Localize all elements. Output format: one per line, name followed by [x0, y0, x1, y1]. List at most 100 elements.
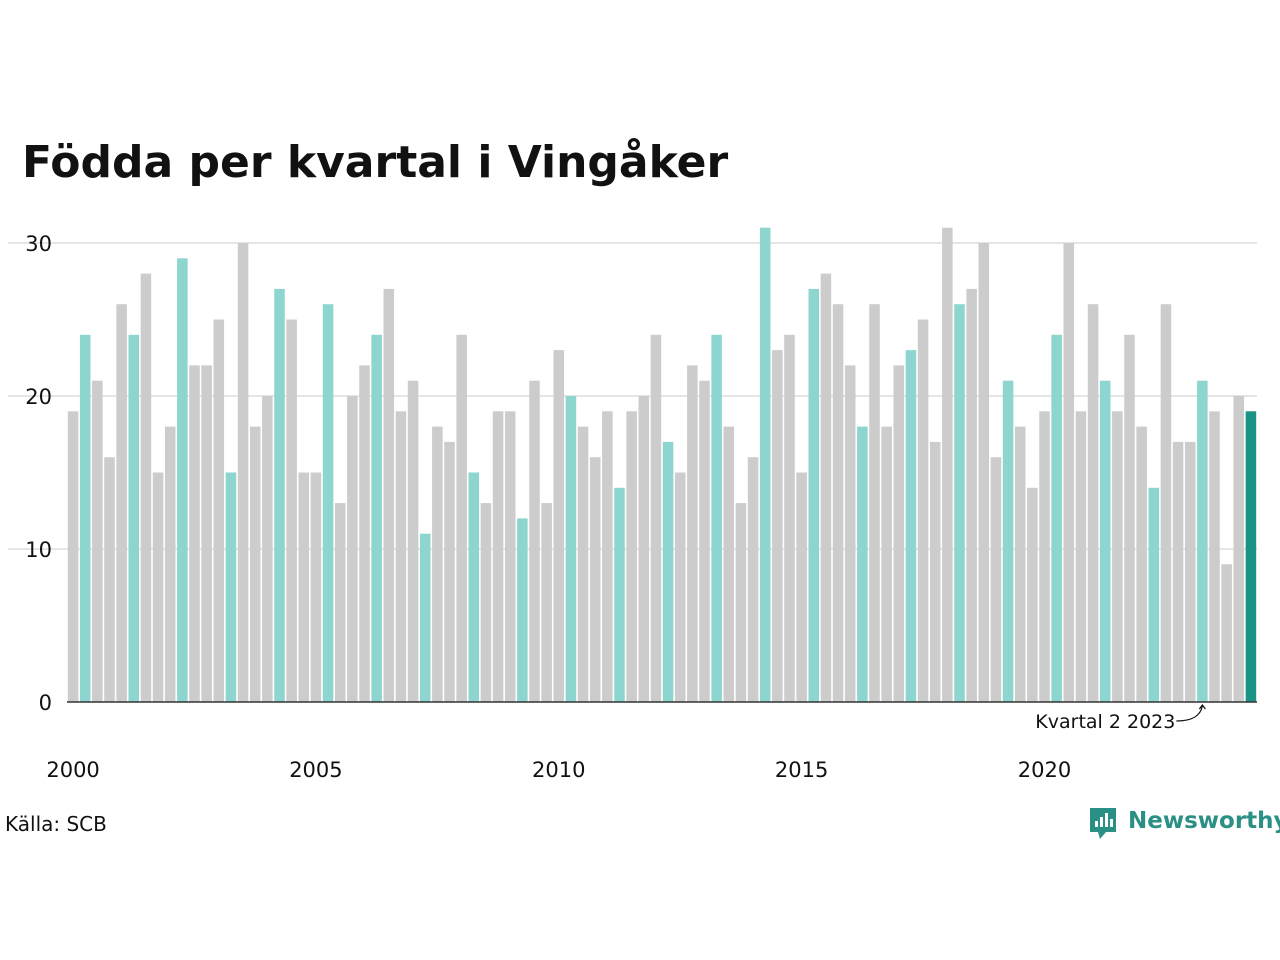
bar: [1197, 380, 1208, 702]
bar: [832, 304, 844, 702]
bar: [79, 334, 91, 702]
bar: [966, 288, 977, 702]
bar: [189, 365, 200, 702]
bar: [128, 334, 140, 702]
bar: [808, 288, 820, 702]
bar: [735, 503, 747, 702]
bar: [565, 396, 577, 702]
x-tick-label: 2005: [289, 758, 342, 782]
bar: [419, 533, 431, 702]
bar: [444, 441, 455, 702]
bar: [164, 426, 176, 702]
bar: [1075, 411, 1087, 702]
bar: [504, 411, 516, 702]
bar: [1124, 334, 1135, 702]
bar: [1233, 396, 1245, 702]
bar: [1099, 380, 1111, 702]
bar: [954, 304, 965, 702]
bar: [517, 518, 528, 702]
bar: [262, 396, 273, 702]
bar: [1112, 411, 1123, 702]
x-tick-label: 2020: [1018, 758, 1071, 782]
bar: [67, 411, 79, 702]
bar: [1051, 334, 1062, 702]
bar: [1184, 441, 1196, 702]
bar: [602, 411, 613, 702]
bar: [225, 472, 237, 702]
bar: [638, 396, 650, 702]
bar: [796, 472, 807, 702]
bar: [711, 334, 722, 702]
bar: [772, 350, 783, 702]
bar: [990, 457, 1002, 702]
bar: [432, 426, 443, 702]
bar: [844, 365, 856, 702]
bar: [213, 319, 225, 702]
y-tick-label: 0: [39, 691, 52, 715]
bar: [492, 411, 504, 702]
bar: [395, 411, 407, 702]
bar: [662, 441, 674, 702]
bar: [917, 319, 929, 702]
bar: [286, 319, 297, 702]
bar: [480, 503, 492, 702]
x-axis: 2000 2005 2010 2015 2020: [46, 758, 1071, 782]
bar: [759, 227, 771, 702]
bar: [893, 365, 905, 702]
bar: [869, 304, 880, 702]
bar: [407, 380, 419, 702]
y-tick-label: 10: [25, 538, 52, 562]
bar: [553, 350, 565, 702]
bar: [310, 472, 322, 702]
bar: [614, 487, 625, 702]
bar: [1063, 243, 1075, 702]
bar: [857, 426, 868, 702]
bar: [529, 380, 540, 702]
y-axis: 0 10 20 30: [25, 232, 52, 715]
source-label: Källa: SCB: [5, 812, 107, 836]
bar: [589, 457, 601, 702]
bar: [359, 365, 370, 702]
bar: [468, 472, 480, 702]
bar: [274, 288, 285, 702]
bar: [820, 273, 832, 702]
bar: [383, 288, 395, 702]
bar: [456, 334, 467, 702]
bar: [747, 457, 759, 702]
bar: [784, 334, 795, 702]
bar: [905, 350, 917, 702]
brand-name: Newsworthy: [1128, 808, 1280, 834]
annotation-arrow: [1176, 704, 1206, 722]
newsworthy-logo-icon: [1090, 808, 1116, 839]
bar: [687, 365, 698, 702]
bar: [1245, 411, 1257, 702]
chart-title: Födda per kvartal i Vingåker: [22, 137, 729, 188]
bar: [723, 426, 735, 702]
bar: [674, 472, 686, 702]
bar: [140, 273, 152, 702]
bar: [298, 472, 310, 702]
bar: [577, 426, 589, 702]
bar: [1209, 411, 1220, 702]
bar: [177, 258, 188, 702]
bar: [92, 380, 103, 702]
bar: [1087, 304, 1099, 702]
y-tick-label: 30: [25, 232, 52, 256]
bar: [1039, 411, 1050, 702]
bar: [1027, 487, 1038, 702]
bar: [322, 304, 334, 702]
bar: [152, 472, 164, 702]
bar: [1014, 426, 1026, 702]
bar: [116, 304, 127, 702]
bar: [1160, 304, 1172, 702]
bar: [978, 243, 990, 702]
y-tick-label: 20: [25, 385, 52, 409]
annotation-label: Kvartal 2 2023: [1035, 711, 1175, 733]
bar: [201, 365, 212, 702]
bar: [942, 227, 953, 702]
bar: [104, 457, 115, 702]
bar: [929, 441, 941, 702]
bar: [334, 503, 346, 702]
bar: [699, 380, 710, 702]
